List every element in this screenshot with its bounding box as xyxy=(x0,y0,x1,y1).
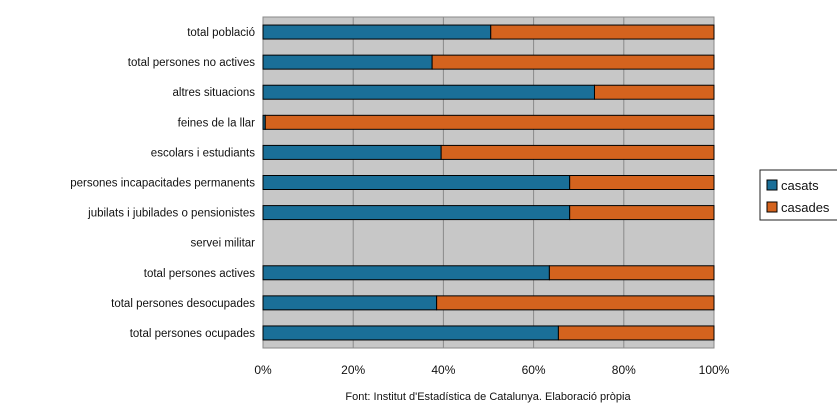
bar-casades xyxy=(431,54,715,70)
category-label: persones incapacitades permanents xyxy=(70,178,255,190)
legend-label-casades: casades xyxy=(781,200,830,215)
bar-casades xyxy=(436,295,715,311)
category-label: servei militar xyxy=(190,238,255,250)
source-note: Font: Institut d'Estadística de Cataluny… xyxy=(345,391,631,403)
category-label: total persones no actives xyxy=(128,57,255,69)
bar-casats xyxy=(262,54,433,70)
bars xyxy=(262,24,715,341)
x-tick-label: 80% xyxy=(612,363,636,377)
legend: casats casades xyxy=(759,169,837,221)
bar-casades xyxy=(490,24,715,40)
category-label: total persones desocupades xyxy=(111,298,255,310)
legend-swatch-casades xyxy=(766,201,778,213)
bar-casats xyxy=(262,24,492,40)
category-label: total persones actives xyxy=(144,268,255,280)
x-tick-labels: 0% 20% 40% 60% 80% 100% xyxy=(254,363,729,377)
x-tick-label: 60% xyxy=(522,363,546,377)
category-label: altres situacions xyxy=(173,87,256,99)
legend-swatch-casats xyxy=(766,179,778,191)
bar-casades xyxy=(557,325,715,341)
x-tick-label: 100% xyxy=(699,363,730,377)
bar-casades xyxy=(569,175,715,190)
x-tick-label: 40% xyxy=(431,363,455,377)
category-labels: total població total persones no actives a… xyxy=(70,27,255,340)
bar-casades xyxy=(440,144,715,160)
bar-casades xyxy=(569,205,715,221)
x-tick-label: 20% xyxy=(341,363,365,377)
bar-casats xyxy=(262,295,438,311)
bar-casats xyxy=(262,144,442,160)
bar-casats xyxy=(262,205,571,221)
category-label: jubilats i jubilades o pensionistes xyxy=(87,208,255,220)
x-tick-label: 0% xyxy=(254,363,272,377)
bar-casats xyxy=(262,175,571,190)
category-label: total persones ocupades xyxy=(130,328,256,340)
bar-casades xyxy=(548,265,715,281)
bar-casats xyxy=(262,265,550,281)
legend-label-casats: casats xyxy=(781,178,819,193)
bar-casades xyxy=(593,84,715,100)
bar-casats xyxy=(262,84,595,100)
category-label: feines de la llar xyxy=(178,117,256,129)
bar-casades xyxy=(264,114,715,130)
category-label: escolars i estudiants xyxy=(151,147,255,159)
bar-casats xyxy=(262,325,559,341)
category-label: total població xyxy=(187,27,255,39)
